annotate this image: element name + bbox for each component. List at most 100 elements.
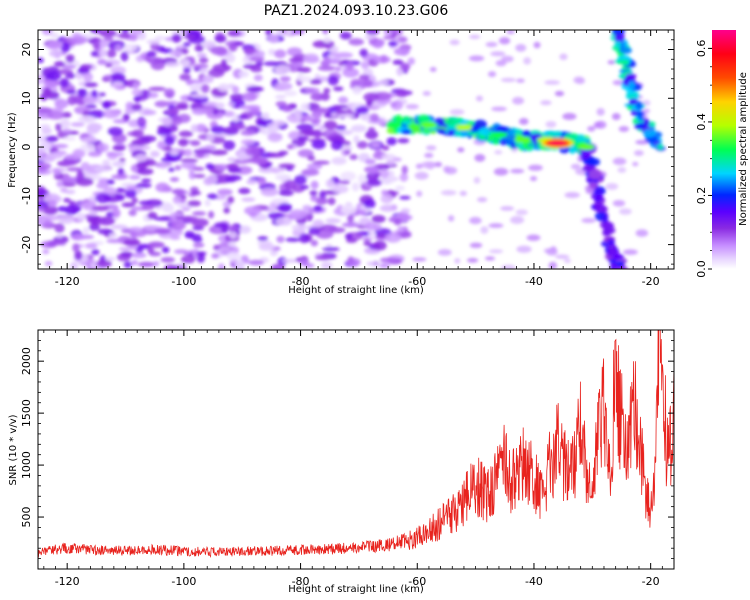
heatmap-cell: [587, 125, 596, 132]
heatmap-cell: [595, 120, 607, 129]
heatmap-cell: [601, 221, 614, 230]
heatmap-cell: [492, 136, 501, 145]
heatmap-cell: [221, 58, 228, 68]
heatmap-cell: [368, 126, 376, 133]
heatmap-cell: [86, 126, 100, 135]
heatmap-cell: [459, 190, 468, 196]
snr-axes: -120 -100 -80 -60 -40 -20 500 1000 1500 2000: [20, 329, 675, 588]
heatmap-cell: [118, 32, 131, 39]
heatmap-cell: [340, 205, 357, 215]
heatmap-cell: [226, 252, 241, 261]
heatmap-cell: [380, 54, 388, 64]
heatmap-cell: [112, 118, 129, 124]
heatmap-cell: [237, 114, 249, 120]
heatmap-cell: [357, 209, 366, 216]
heatmap-cell: [179, 73, 191, 81]
heatmap-cell: [447, 129, 456, 135]
heatmap-cell: [380, 193, 393, 204]
heatmap-cell: [562, 112, 577, 121]
heatmap-cell: [278, 163, 296, 169]
heatmap-cell: [355, 106, 369, 115]
heatmap-cell: [437, 249, 452, 256]
heatmap-cell: [82, 226, 90, 235]
heatmap-cell: [618, 126, 630, 132]
heatmap-cell: [104, 256, 116, 261]
heatmap-cell: [198, 57, 209, 64]
heatmap-cell: [258, 243, 276, 251]
heatmap-cell: [599, 205, 607, 212]
heatmap-cell: [296, 66, 312, 73]
heatmap-cell: [299, 259, 309, 267]
heatmap-cell: [240, 129, 255, 136]
heatmap-cell: [128, 209, 137, 217]
heatmap-cell: [545, 120, 557, 128]
heatmap-cell: [297, 149, 314, 158]
snr-panel: -120 -100 -80 -60 -40 -20 500 1000 1500 2000 Heig…: [8, 329, 675, 595]
heatmap-cell: [129, 230, 147, 238]
heatmap-cell: [365, 130, 379, 140]
heatmap-cell: [182, 42, 191, 47]
heatmap-cell: [300, 185, 310, 190]
heatmap-cell: [399, 195, 411, 200]
heatmap-cell: [137, 243, 151, 249]
heatmap-cell: [581, 217, 596, 224]
heatmap-cell: [339, 179, 351, 185]
heatmap-cell: [379, 257, 398, 264]
heatmap-cell: [279, 76, 291, 82]
snr-xlabel: Height of straight line (km): [288, 584, 424, 595]
heatmap-cell: [420, 161, 436, 169]
colorbar-tick-label: 0.0: [695, 260, 708, 278]
heatmap-cell: [148, 86, 166, 92]
heatmap-cell: [330, 112, 338, 117]
heatmap-cell: [183, 148, 193, 157]
heatmap-cell: [57, 214, 75, 224]
heatmap-cell: [414, 171, 429, 180]
heatmap-cell: [315, 197, 328, 205]
heatmap-cell: [540, 100, 552, 106]
colorbar-label: Normalized spectral amplitude: [738, 72, 749, 226]
heatmap-cell: [352, 86, 363, 95]
heatmap-cell: [381, 189, 388, 196]
heatmap-cell: [401, 120, 413, 125]
heatmap-cell: [377, 119, 388, 125]
heatmap-cell: [309, 79, 322, 85]
heatmap-cell: [225, 163, 240, 169]
heatmap-cell: [364, 34, 376, 40]
heatmap-cell: [400, 208, 411, 214]
heatmap-cell: [275, 69, 283, 75]
heatmap-cell: [319, 124, 326, 132]
heatmap-cell: [266, 122, 280, 133]
heatmap-cell: [110, 72, 126, 82]
heatmap-cell: [625, 73, 637, 80]
heatmap-cell: [42, 205, 59, 215]
heatmap-cell: [192, 242, 205, 248]
heatmap-cell: [564, 258, 571, 263]
heatmap-cell: [253, 74, 263, 82]
heatmap-cell: [312, 219, 324, 228]
heatmap-cell: [123, 43, 138, 52]
heatmap-cell: [130, 30, 144, 35]
heatmap-cell: [379, 204, 396, 212]
heatmap-cell: [424, 152, 434, 158]
heatmap-cell: [338, 96, 349, 104]
heatmap-cell: [99, 49, 108, 57]
heatmap-cell: [65, 54, 75, 63]
heatmap-cell: [329, 135, 346, 143]
heatmap-cell: [381, 145, 390, 151]
heatmap-cell: [194, 44, 204, 52]
heatmap-cell: [310, 92, 324, 101]
heatmap-cell: [220, 223, 229, 234]
heatmap-cell: [637, 122, 646, 129]
heatmap-cell: [335, 52, 353, 59]
heatmap-cell: [385, 122, 402, 129]
heatmap-cell: [70, 35, 88, 45]
heatmap-cell: [90, 50, 99, 57]
heatmap-cell: [490, 131, 507, 138]
heatmap-cell: [616, 260, 624, 266]
heatmap-cell: [617, 166, 627, 173]
heatmap-cell: [49, 49, 63, 58]
heatmap-cell: [323, 120, 338, 130]
heatmap-cell: [281, 258, 298, 264]
heatmap-cell: [368, 230, 376, 240]
